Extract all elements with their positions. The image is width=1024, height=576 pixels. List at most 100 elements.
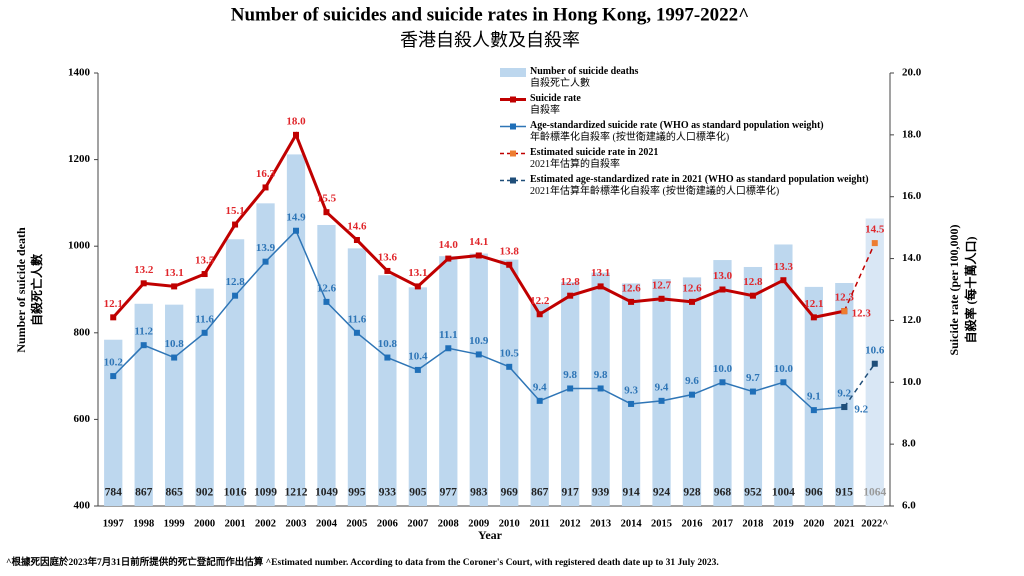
data-label: 13.1	[591, 267, 610, 279]
data-label: 13.1	[408, 267, 427, 279]
legend-label: Age-standardized suicide rate (WHO as st…	[530, 120, 824, 131]
x-tick-label: 2001	[225, 518, 246, 529]
footnote: ^根據死因庭於2023年7月31日前所提供的死亡登記而作出估算 ^Estimat…	[6, 556, 719, 568]
marker	[506, 261, 513, 268]
data-label: 15.5	[317, 193, 337, 205]
marker	[414, 283, 421, 290]
data-label: 14.1	[469, 236, 488, 248]
bar	[469, 253, 488, 506]
marker	[536, 311, 543, 318]
bar-label: 905	[409, 487, 427, 499]
bar	[104, 339, 123, 506]
chart-subtitle: 香港自殺人數及自殺率	[400, 30, 580, 50]
legend-swatch	[500, 177, 526, 184]
marker	[567, 292, 574, 299]
marker	[780, 277, 787, 284]
data-label: 11.2	[134, 326, 153, 338]
data-label: 10.2	[104, 357, 124, 369]
legend-entry: Number of suicide deaths 自殺死亡人數	[500, 66, 880, 90]
marker	[658, 397, 665, 404]
x-tick-label: 2019	[773, 518, 794, 529]
data-label: 9.7	[746, 372, 760, 384]
x-tick-label: 2004	[316, 518, 338, 529]
data-label: 12.7	[652, 279, 672, 291]
y2-axis-label-zh: 自殺率 (每十萬人口)	[963, 237, 978, 344]
bar-label: 952	[744, 487, 762, 499]
marker	[780, 379, 787, 386]
legend-label-zh: 年齡標準化自殺率 (按世衛建議的人口標準化)	[530, 132, 730, 143]
marker	[414, 366, 421, 373]
data-label: 13.2	[134, 264, 154, 276]
data-label: 13.0	[713, 270, 733, 282]
bar-label: 1016	[224, 487, 247, 499]
y-tick-label: 800	[74, 326, 91, 338]
legend-label-zh: 自殺死亡人數	[530, 78, 590, 89]
bar-label: 1004	[772, 487, 795, 499]
data-label: 13.9	[256, 242, 276, 254]
marker	[140, 342, 147, 349]
data-label: 10.8	[378, 338, 398, 350]
bar-label: 928	[683, 487, 701, 499]
marker	[567, 385, 574, 392]
marker	[445, 345, 452, 352]
marker	[140, 280, 147, 287]
x-tick-label: 1997	[103, 518, 124, 529]
data-label: 12.6	[682, 282, 702, 294]
data-label: 12.1	[804, 298, 823, 310]
data-label: 12.8	[743, 276, 763, 288]
data-label: 13.3	[774, 261, 794, 273]
bar	[835, 283, 854, 506]
x-tick-label: 1998	[133, 518, 154, 529]
bar-label: 867	[531, 487, 549, 499]
data-label: 10.0	[774, 363, 794, 375]
data-label: 11.1	[439, 329, 458, 341]
data-label: 10.4	[408, 350, 428, 362]
y-tick-label: 600	[74, 413, 91, 425]
x-tick-label: 2003	[286, 518, 307, 529]
bar	[408, 287, 427, 506]
marker	[232, 292, 239, 299]
data-label: 9.6	[685, 375, 699, 387]
bar-label: 1099	[254, 487, 277, 499]
legend-entry: Estimated age-standardized rate in 2021 …	[500, 174, 880, 198]
legend-entry: Age-standardized suicide rate (WHO as st…	[500, 120, 880, 144]
y2-tick-label: 8.0	[902, 438, 916, 450]
marker	[353, 237, 360, 244]
bar-label: 906	[805, 487, 823, 499]
bar-label: 1049	[315, 487, 338, 499]
marker	[810, 314, 817, 321]
y2-tick-label: 14.0	[902, 252, 922, 264]
data-label: 13.5	[195, 255, 215, 267]
data-label: 12.8	[561, 276, 581, 288]
data-label: 14.6	[347, 221, 367, 233]
legend-label: Suicide rate	[530, 93, 581, 104]
x-axis-label: Year	[478, 528, 503, 542]
bar-label: 939	[592, 487, 610, 499]
marker	[353, 329, 360, 336]
bar-label: 995	[348, 487, 366, 499]
x-tick-label: 2010	[499, 518, 520, 529]
bar	[317, 224, 336, 506]
x-tick-label: 2002	[255, 518, 276, 529]
marker	[689, 298, 695, 305]
legend-swatch	[500, 150, 526, 157]
x-tick-label: 2012	[560, 518, 581, 529]
data-label: 12.6	[317, 282, 337, 294]
y2-tick-label: 6.0	[902, 500, 916, 512]
bar-label: 915	[836, 487, 854, 499]
data-label: 10.8	[165, 338, 185, 350]
y-tick-label: 1400	[68, 67, 91, 79]
marker	[171, 354, 178, 361]
marker	[810, 407, 817, 414]
data-label: 12.6	[621, 282, 641, 294]
bar-label: 865	[166, 487, 184, 499]
y-axis-label-zh: 自殺死亡人數	[29, 254, 44, 326]
y2-tick-label: 20.0	[902, 67, 922, 79]
legend-swatch	[500, 96, 526, 103]
bar-label: 968	[714, 487, 732, 499]
legend-label-zh: 2021年估算的自殺率	[530, 159, 620, 170]
legend-label: Estimated age-standardized rate in 2021 …	[530, 174, 869, 185]
bar	[286, 154, 306, 507]
